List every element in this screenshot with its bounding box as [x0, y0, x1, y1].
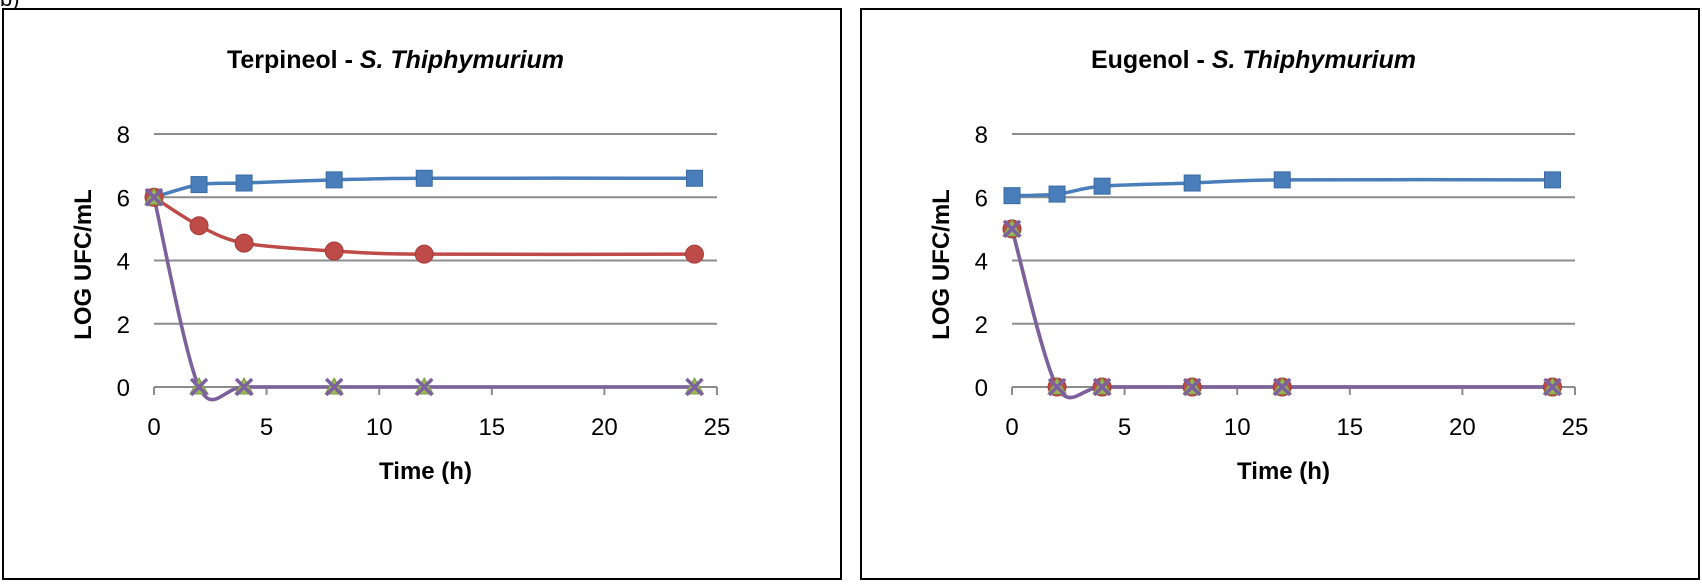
chart-title-organism: S. Thiphymurium [1212, 46, 1416, 74]
chart-title-prefix: Eugenol - [1091, 46, 1212, 74]
series-1-point [1093, 177, 1111, 195]
figure-label: b) [0, 0, 20, 12]
series-1-point [1543, 171, 1561, 189]
series-2-point [189, 216, 209, 236]
chart-title: Terpineol - S. Thiphymurium [227, 46, 564, 74]
x-tick-label: 15 [478, 414, 505, 441]
y-tick-label: 4 [975, 249, 988, 276]
y-axis-label: LOG UFC/mL [928, 189, 955, 340]
series-4-point [144, 188, 164, 207]
chart-title: Eugenol - S. Thiphymurium [1091, 46, 1416, 74]
chart-panel-terpineol: Terpineol - S. Thiphymurium 0 2 4 6 8 0 5 10 15 20… [2, 8, 842, 580]
y-tick-label: 4 [117, 249, 130, 276]
x-tick-label: 0 [1005, 414, 1018, 441]
series-4-point [685, 377, 704, 397]
series-4-line [1010, 228, 1553, 400]
series-1-point [685, 169, 703, 187]
series-1-point [235, 174, 253, 192]
series-4-line [152, 196, 695, 402]
chart-terpineol: Terpineol - S. Thiphymurium 0 2 4 6 8 0 5 10 15 20… [70, 46, 731, 485]
series-2-point [684, 244, 704, 264]
series-2-point [324, 241, 344, 261]
x-tick-label: 25 [1562, 414, 1589, 441]
y-tick-label: 2 [975, 312, 988, 339]
y-tick-label: 8 [117, 122, 130, 149]
series-4-point [1047, 377, 1067, 397]
chart-eugenol: Eugenol - S. Thiphymurium 0 2 4 6 8 0 5 10 15 20 25… [928, 46, 1589, 485]
y-tick-label: 2 [117, 312, 130, 339]
x-axis-label: Time (h) [1237, 458, 1330, 485]
series-1-point [1183, 174, 1201, 192]
series-4-point [1002, 219, 1022, 239]
series-4-point [1543, 377, 1562, 397]
x-tick-label: 10 [1224, 414, 1251, 441]
series-4-point [1182, 377, 1202, 397]
series-1-point [1003, 187, 1021, 205]
chart-panel-eugenol: Eugenol - S. Thiphymurium 0 2 4 6 8 0 5 10 15 20 25… [860, 8, 1700, 580]
x-tick-label: 15 [1336, 414, 1363, 441]
series-1-point [190, 176, 208, 194]
y-tick-label: 8 [975, 122, 988, 149]
x-tick-label: 25 [704, 414, 731, 441]
y-tick-label: 0 [117, 375, 130, 402]
series-4-point [415, 377, 434, 397]
x-tick-label: 5 [260, 414, 273, 441]
series-4-point [234, 377, 254, 397]
y-tick-label: 6 [117, 185, 130, 212]
series-2-point [414, 244, 434, 264]
series-1-point [1048, 185, 1066, 203]
series-4-point [189, 377, 209, 397]
chart-title-organism: S. Thiphymurium [360, 46, 564, 74]
series-1-point [415, 169, 433, 187]
series-4-point [324, 377, 344, 397]
series-1-point [1273, 171, 1291, 189]
series-3-line [1010, 228, 1553, 400]
series-2-line [1010, 228, 1553, 400]
x-tick-label: 20 [1449, 414, 1476, 441]
x-tick-label: 10 [366, 414, 393, 441]
y-axis-label: LOG UFC/mL [70, 189, 97, 340]
x-tick-label: 5 [1118, 414, 1131, 441]
series-3-line [152, 196, 695, 402]
x-tick-label: 0 [147, 414, 160, 441]
series-1-point [325, 171, 343, 189]
series-4-point [1092, 377, 1112, 397]
series-2-point [234, 233, 254, 253]
x-tick-label: 20 [591, 414, 618, 441]
y-tick-label: 6 [975, 185, 988, 212]
y-tick-label: 0 [975, 375, 988, 402]
chart-title-prefix: Terpineol - [227, 46, 360, 74]
x-axis-label: Time (h) [379, 458, 472, 485]
series-4-point [1273, 377, 1292, 397]
